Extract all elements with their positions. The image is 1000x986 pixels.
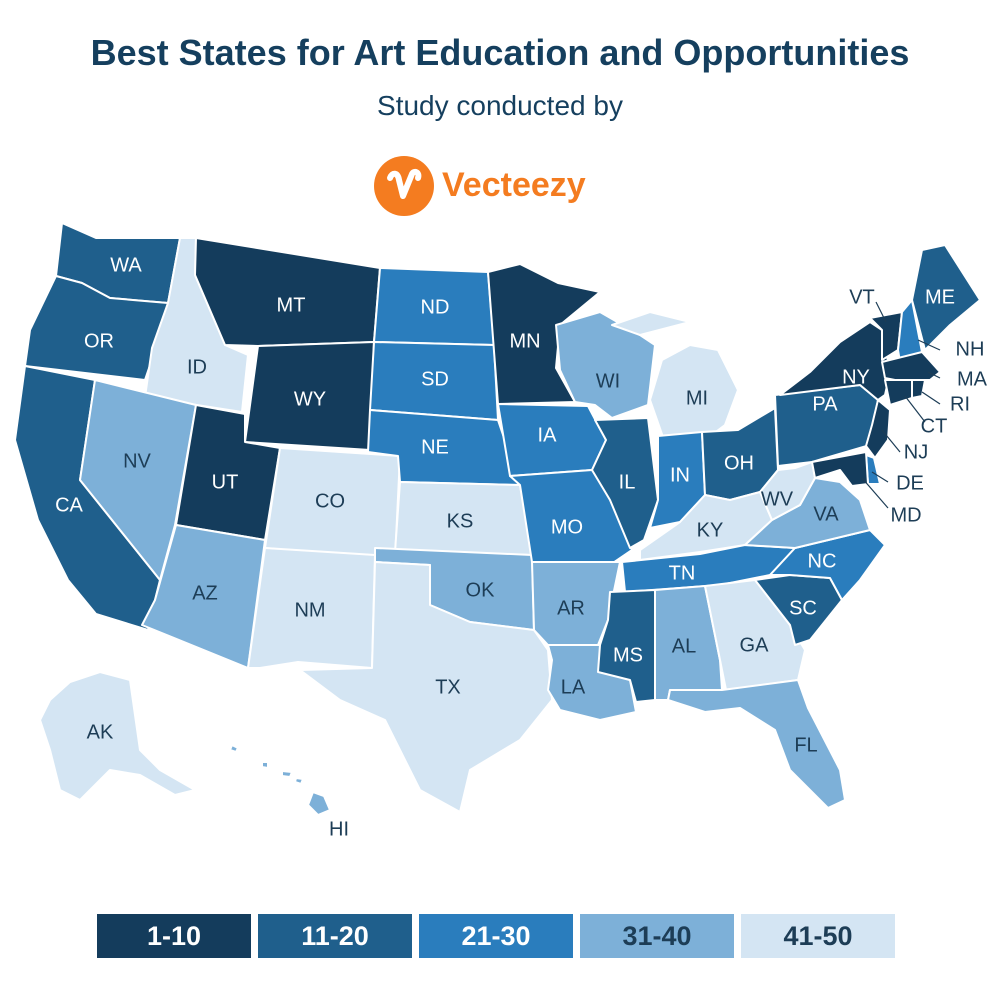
state-label-nd: ND	[421, 296, 450, 318]
state-label-va: VA	[813, 503, 839, 525]
leader-line-ct	[904, 395, 926, 423]
state-label-id: ID	[187, 356, 207, 378]
state-label-ak: AK	[87, 721, 114, 743]
state-label-ut: UT	[212, 471, 239, 493]
us-choropleth-map: WA OR CA ID NV MT WY UT AZ CO NM ND SD NE KS OK TX MN IA MO…	[14, 222, 988, 840]
state-label-ca: CA	[55, 494, 83, 516]
state-label-mn: MN	[509, 330, 540, 352]
state-label-ny: NY	[842, 366, 870, 388]
legend-item-1-10: 1-10	[97, 914, 251, 958]
state-MA[interactable]	[881, 351, 941, 381]
brand-logo: Vecteezy	[374, 156, 634, 216]
state-label-al: AL	[672, 635, 696, 657]
legend-item-31-40: 31-40	[580, 914, 734, 958]
leader-line-nj	[881, 429, 901, 453]
state-MT[interactable]	[194, 237, 381, 347]
legend-item-41-50: 41-50	[741, 914, 895, 958]
leader-line-ma	[927, 371, 941, 379]
state-label-il: IL	[619, 471, 636, 493]
state-label-ok: OK	[466, 579, 496, 601]
state-label-wy: WY	[294, 388, 326, 410]
state-label-mi: MI	[686, 387, 708, 409]
state-ME[interactable]	[911, 244, 981, 351]
legend-item-21-30: 21-30	[419, 914, 573, 958]
state-HI[interactable]	[229, 744, 331, 816]
state-label-nj: NJ	[904, 441, 928, 463]
state-label-ar: AR	[557, 597, 585, 619]
state-label-vt: VT	[849, 286, 875, 308]
leader-line-nh	[917, 339, 941, 351]
state-label-ga: GA	[740, 634, 770, 656]
state-label-tn: TN	[669, 562, 696, 584]
state-label-in: IN	[670, 464, 690, 486]
state-label-fl: FL	[794, 734, 817, 756]
state-label-pa: PA	[812, 393, 838, 415]
state-NY[interactable]	[779, 321, 891, 401]
leader-line-de	[871, 471, 889, 483]
state-label-oh: OH	[724, 452, 754, 474]
brand-name: Vecteezy	[442, 166, 586, 204]
state-CT[interactable]	[884, 379, 913, 406]
state-label-tx: TX	[435, 676, 461, 698]
state-VT[interactable]	[869, 311, 903, 361]
vecteezy-v-logo-icon	[374, 156, 434, 216]
state-label-ia: IA	[538, 424, 558, 446]
state-label-nc: NC	[808, 550, 837, 572]
state-label-ky: KY	[697, 519, 724, 541]
state-label-md: MD	[890, 504, 921, 526]
state-label-nv: NV	[123, 450, 151, 472]
state-label-ks: KS	[447, 510, 474, 532]
state-label-de: DE	[896, 472, 924, 494]
state-label-la: LA	[561, 676, 586, 698]
state-label-wv: WV	[761, 488, 794, 510]
state-label-ma: MA	[957, 368, 988, 390]
leader-line-md	[861, 477, 889, 509]
state-label-sc: SC	[789, 597, 817, 619]
page-title: Best States for Art Education and Opport…	[90, 32, 910, 73]
state-label-ne: NE	[421, 436, 449, 458]
state-FL[interactable]	[667, 679, 846, 809]
state-label-or: OR	[84, 330, 114, 352]
state-label-sd: SD	[421, 368, 449, 390]
state-label-ms: MS	[613, 644, 643, 666]
state-label-hi: HI	[329, 818, 349, 840]
state-RI[interactable]	[911, 379, 926, 399]
state-TX[interactable]	[299, 561, 553, 813]
page-subtitle: Study conducted by	[377, 90, 623, 121]
state-label-az: AZ	[192, 582, 218, 604]
state-label-mt: MT	[277, 294, 306, 316]
leader-line-vt	[875, 301, 887, 323]
state-label-wa: WA	[110, 254, 142, 276]
state-label-ri: RI	[950, 393, 970, 415]
leader-line-ri	[921, 391, 941, 405]
state-MD[interactable]	[811, 451, 869, 487]
state-label-me: ME	[925, 286, 955, 308]
state-label-nm: NM	[294, 599, 325, 621]
state-AK[interactable]	[39, 671, 196, 801]
state-label-mo: MO	[551, 516, 583, 538]
state-label-co: CO	[315, 490, 345, 512]
state-label-ct: CT	[921, 415, 948, 437]
state-AZ[interactable]	[141, 524, 266, 669]
state-IL[interactable]	[591, 417, 659, 549]
state-label-nh: NH	[956, 338, 985, 360]
legend-item-11-20: 11-20	[258, 914, 412, 958]
state-label-wi: WI	[596, 370, 620, 392]
